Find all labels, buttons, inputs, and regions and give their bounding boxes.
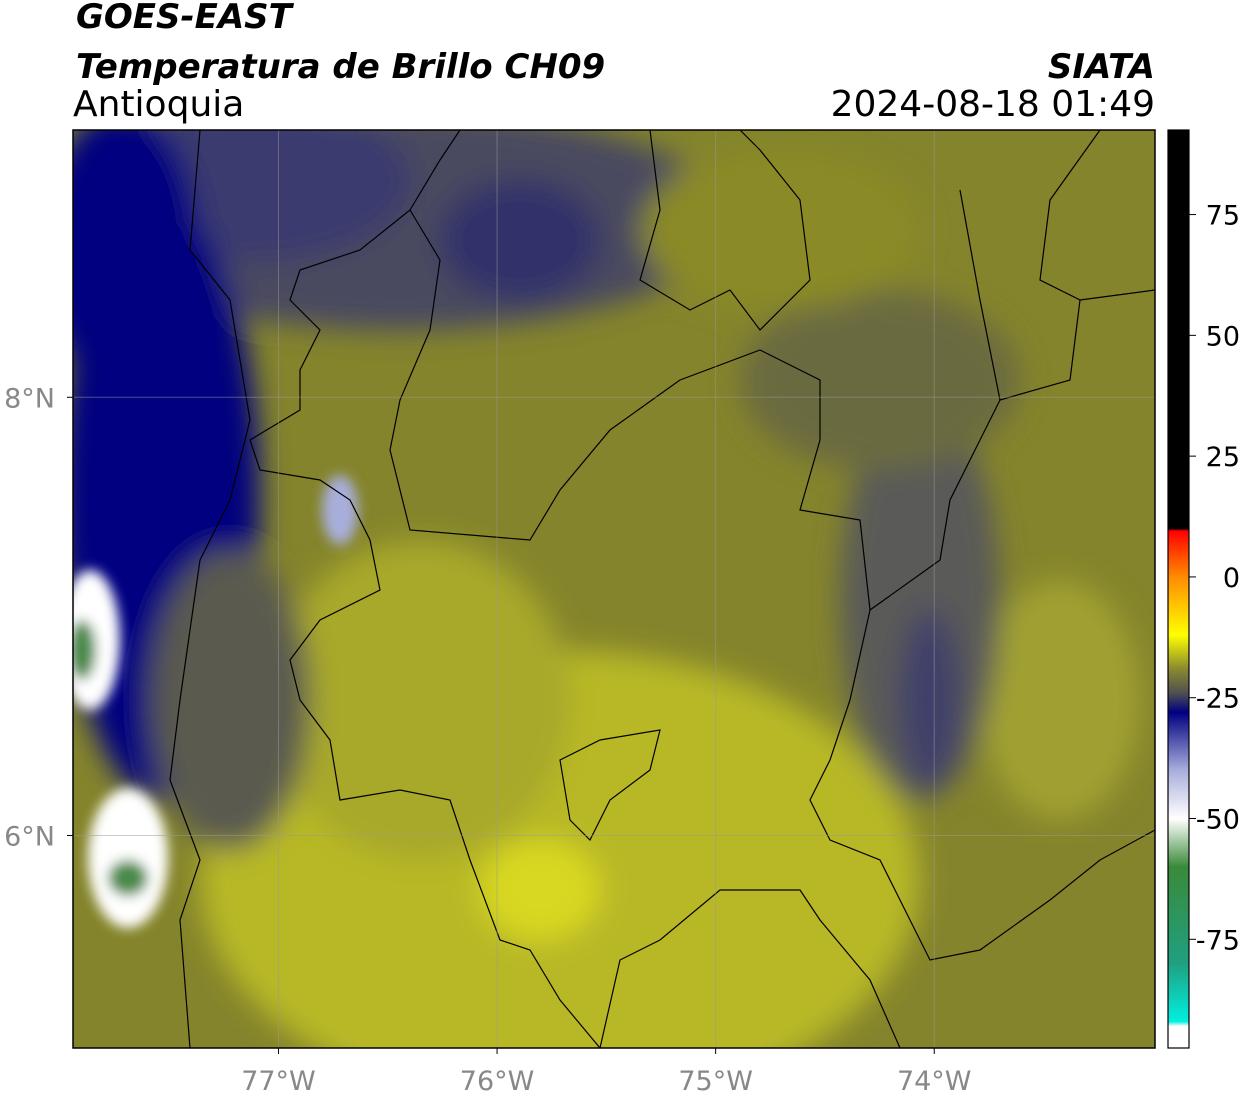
datetime: 2024-08-18 01:49	[831, 84, 1155, 125]
colorbar-tick-label: -25	[1196, 684, 1240, 715]
colorbar-tick-label: 50	[1206, 321, 1240, 352]
y-tick-label: 6°N	[4, 821, 55, 852]
region: Antioquia	[73, 84, 244, 125]
x-tick-label: 76°W	[460, 1066, 535, 1097]
graticule	[73, 130, 1155, 1048]
boundaries	[169, 130, 1155, 1048]
title: GOES-EAST	[76, 0, 295, 37]
source: SIATA	[1048, 47, 1155, 87]
colorbar	[1167, 129, 1190, 1049]
colorbar-tick-label: 75	[1206, 201, 1240, 232]
colorbar-tick-label: 25	[1206, 442, 1240, 473]
satellite-image	[73, 130, 1155, 1048]
colorbar-tick-label: -75	[1196, 925, 1240, 956]
x-tick-label: 77°W	[241, 1066, 316, 1097]
colorbar-tick-label: -50	[1196, 805, 1240, 836]
colorbar-tick-label: 0	[1223, 563, 1240, 594]
y-tick-label: 8°N	[4, 383, 55, 414]
map-frame	[72, 129, 1156, 1049]
subtitle: Temperatura de Brillo CH09	[76, 47, 605, 87]
x-tick-label: 74°W	[897, 1066, 972, 1097]
x-tick-label: 75°W	[678, 1066, 753, 1097]
